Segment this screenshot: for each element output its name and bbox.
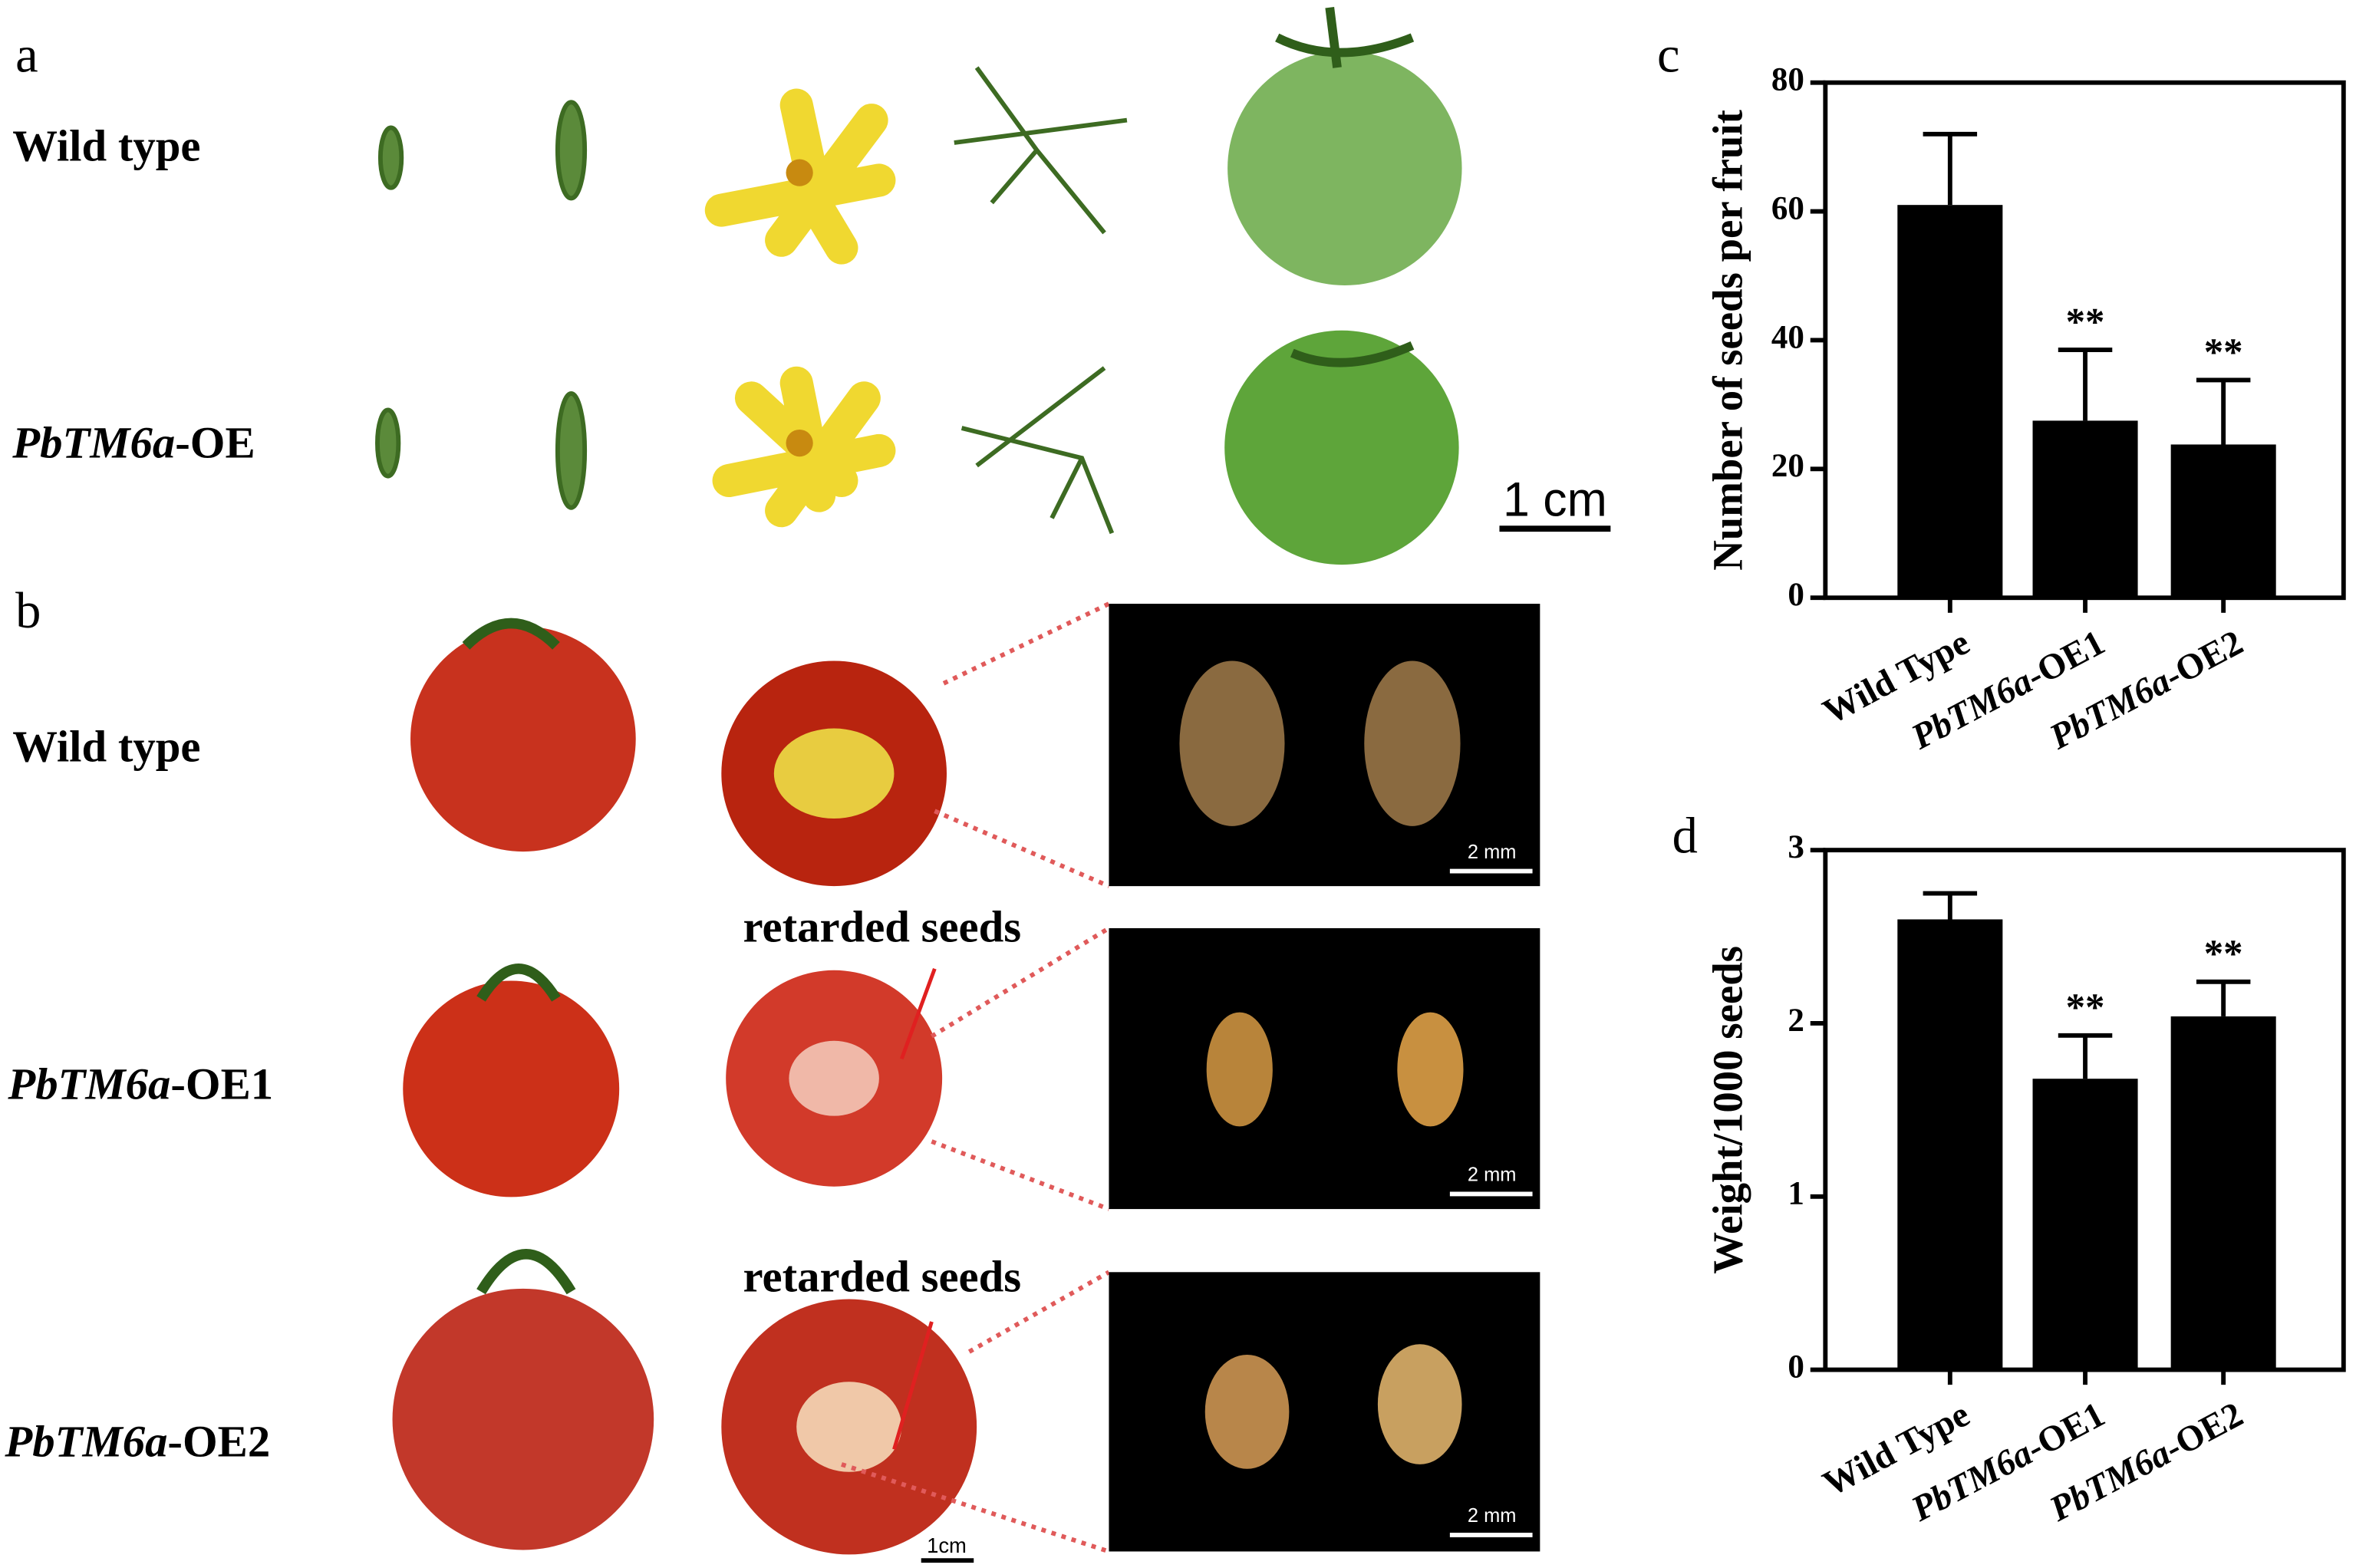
scale-bar-label: 1 cm	[1503, 473, 1607, 526]
scale-bar-label: 2 mm	[1468, 1505, 1517, 1527]
y-tick-label: 0	[1788, 1349, 1804, 1385]
scale-bar-label: 2 mm	[1468, 842, 1517, 863]
red-fruits	[392, 618, 977, 1555]
y-tick-label: 1	[1788, 1176, 1804, 1212]
bar	[2170, 444, 2276, 598]
error-bar	[2058, 1033, 2113, 1079]
error-bar	[2196, 377, 2251, 445]
annotation-arrow	[892, 967, 937, 1451]
annotation: retarded seeds	[743, 1252, 1022, 1302]
bar	[2170, 1016, 2276, 1370]
significance: **	[2066, 987, 2105, 1029]
calyx	[1275, 7, 1415, 367]
green-fruit	[1224, 330, 1459, 565]
bar	[2032, 1079, 2138, 1370]
y-tick-label: 40	[1771, 319, 1804, 355]
panel-label: c	[1657, 28, 1680, 84]
bar	[2032, 420, 2138, 598]
panel-label: d	[1672, 809, 1698, 865]
annotation: retarded seeds	[743, 901, 1022, 951]
y-tick-label: 20	[1771, 448, 1804, 484]
y-tick-label: 2	[1788, 1003, 1804, 1039]
scale-bar-label: 2 mm	[1468, 1164, 1517, 1186]
y-tick-label: 0	[1788, 577, 1804, 613]
bar	[1897, 205, 2003, 598]
row-label: PbTM6a-OE	[12, 418, 255, 468]
panel-label: a	[15, 28, 38, 84]
y-tick-label: 3	[1788, 829, 1804, 865]
error-bar	[1923, 891, 1978, 920]
scale-bar-label: 1cm	[927, 1533, 967, 1557]
significance: **	[2204, 933, 2243, 976]
error-bar	[2058, 348, 2113, 421]
seed-images	[1109, 604, 1540, 1552]
flower-stages	[375, 66, 1128, 535]
row-label: Wild type	[12, 120, 200, 170]
significance: **	[2066, 301, 2105, 344]
row-label: PbTM6a-OE1	[7, 1059, 273, 1109]
bar	[1897, 919, 2003, 1370]
error-bar	[2196, 979, 2251, 1016]
y-axis-label: Weight/1000 seeds	[1705, 946, 1751, 1274]
y-tick-label: 60	[1771, 190, 1804, 226]
significance: **	[2204, 331, 2243, 374]
row-label: Wild type	[12, 721, 200, 771]
y-axis-label: Number of seeds per fruit	[1705, 110, 1751, 571]
panel-label: b	[15, 583, 41, 639]
connector-lines	[841, 601, 1110, 1554]
y-tick-label: 80	[1771, 62, 1804, 98]
green-fruit	[1227, 51, 1462, 285]
error-bar	[1923, 131, 1978, 206]
row-label: PbTM6a-OE2	[4, 1417, 270, 1467]
